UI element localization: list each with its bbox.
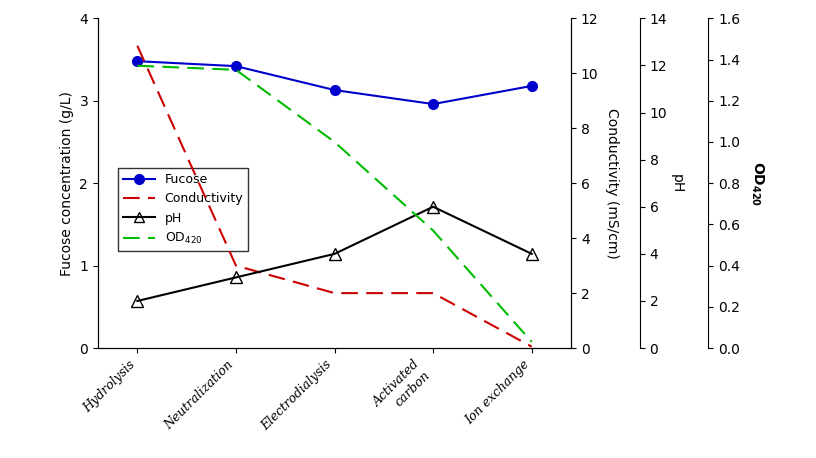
Y-axis label: pH: pH	[670, 174, 684, 193]
Legend: Fucose, Conductivity, pH, OD$_{420}$: Fucose, Conductivity, pH, OD$_{420}$	[118, 168, 248, 251]
Y-axis label: Fucose concentration (g/L): Fucose concentration (g/L)	[60, 91, 73, 276]
Y-axis label: Conductivity (mS/cm): Conductivity (mS/cm)	[605, 108, 619, 259]
Y-axis label: $\mathbf{OD_{420}}$: $\mathbf{OD_{420}}$	[749, 161, 765, 206]
